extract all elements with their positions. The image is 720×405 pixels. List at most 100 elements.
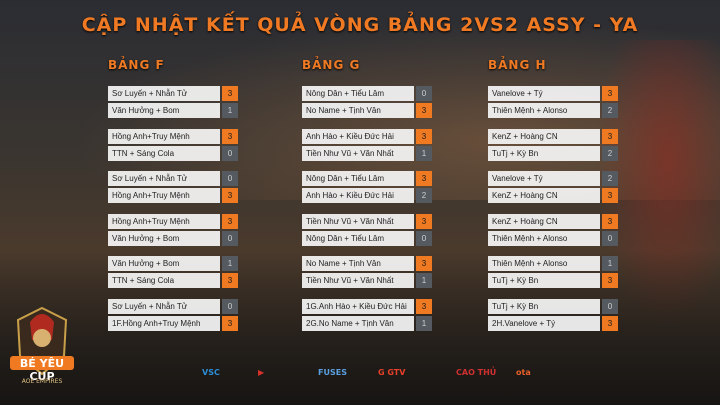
- team-score: 0: [222, 298, 238, 314]
- match-row: Hồng Anh+Truy Mệnh 3: [108, 128, 238, 144]
- match-card: Vanelove + Tý 3 Thiên Mệnh + Alonso 2: [488, 86, 618, 120]
- match-card: Sơ Luyến + Nhẫn Tử 0 1F.Hồng Anh+Truy Mệnh…: [108, 298, 238, 333]
- match-card: Hồng Anh+Truy Mệnh 3 Văn Hưởng + Bom 0: [108, 213, 238, 248]
- match-card: Anh Hào + Kiều Đức Hải 3 Tiền Như Vũ + Văn…: [302, 128, 432, 163]
- team-name: Anh Hào + Kiều Đức Hải: [302, 128, 414, 144]
- team-name: Thiên Mệnh + Alonso: [488, 256, 600, 271]
- match-row: TuTj + Kỳ Bn 0: [488, 298, 618, 314]
- match-row: Anh Hào + Kiều Đức Hải 3: [302, 128, 432, 144]
- team-name: TuTj + Kỳ Bn: [488, 273, 600, 288]
- team-name: Hồng Anh+Truy Mệnh: [108, 128, 220, 144]
- sponsor-logo: CAO THỦ: [456, 368, 497, 377]
- match-row: No Name + Tịnh Vân 3: [302, 103, 432, 118]
- team-score: 3: [222, 213, 238, 229]
- match-card: Sơ Luyến + Nhẫn Tử 0 Hồng Anh+Truy Mệnh 3: [108, 171, 238, 205]
- match-row: Nông Dân + Tiểu Lâm 0: [302, 230, 432, 246]
- team-name: Thiên Mệnh + Alonso: [488, 230, 600, 246]
- match-row: Thiên Mệnh + Alonso 2: [488, 103, 618, 118]
- logo-name: BÉ YÊU CUP: [19, 357, 65, 383]
- match-row: TTN + Sáng Cola 0: [108, 145, 238, 161]
- team-score: 0: [222, 171, 238, 186]
- team-name: Sơ Luyến + Nhẫn Tử: [108, 298, 220, 314]
- team-score: 3: [602, 128, 618, 144]
- team-name: Sơ Luyến + Nhẫn Tử: [108, 171, 220, 186]
- team-name: TTN + Sáng Cola: [108, 145, 220, 161]
- team-score: 0: [416, 230, 432, 246]
- match-row: 1F.Hồng Anh+Truy Mệnh 3: [108, 315, 238, 331]
- match-row: Thiên Mệnh + Alonso 0: [488, 230, 618, 246]
- team-name: 2G.No Name + Tịnh Vân: [302, 315, 414, 331]
- match-row: Văn Hưởng + Bom 1: [108, 103, 238, 118]
- match-card: Nông Dân + Tiểu Lâm 0 No Name + Tịnh Vân 3: [302, 86, 432, 120]
- match-row: Thiên Mệnh + Alonso 1: [488, 256, 618, 271]
- team-score: 1: [222, 103, 238, 118]
- team-score: 2: [602, 171, 618, 186]
- match-row: Sơ Luyến + Nhẫn Tử 0: [108, 171, 238, 186]
- team-name: Văn Hưởng + Bom: [108, 103, 220, 118]
- team-name: Hồng Anh+Truy Mệnh: [108, 213, 220, 229]
- match-row: Tiền Như Vũ + Văn Nhất 3: [302, 213, 432, 229]
- team-name: No Name + Tịnh Vân: [302, 103, 414, 118]
- team-score: 3: [222, 315, 238, 331]
- logo-subtitle: AOE EMPIRES: [21, 378, 63, 385]
- team-name: Tiền Như Vũ + Văn Nhất: [302, 213, 414, 229]
- match-row: No Name + Tịnh Vân 3: [302, 256, 432, 271]
- team-name: Vanelove + Tý: [488, 86, 600, 101]
- match-card: Nông Dân + Tiểu Lâm 3 Anh Hào + Kiều Đức H…: [302, 171, 432, 205]
- sponsor-logo: FUSES: [318, 368, 347, 377]
- team-score: 3: [416, 171, 432, 186]
- match-row: Văn Hưởng + Bom 1: [108, 256, 238, 271]
- team-name: Thiên Mệnh + Alonso: [488, 103, 600, 118]
- team-name: TTN + Sáng Cola: [108, 273, 220, 288]
- team-name: Anh Hào + Kiều Đức Hải: [302, 188, 414, 203]
- match-card: Tiền Như Vũ + Văn Nhất 3 Nông Dân + Tiểu L…: [302, 213, 432, 248]
- team-name: Nông Dân + Tiểu Lâm: [302, 86, 414, 101]
- match-row: 1G.Anh Hào + Kiều Đức Hải 3: [302, 298, 432, 314]
- match-row: Vanelove + Tý 2: [488, 171, 618, 186]
- team-score: 3: [222, 86, 238, 101]
- team-score: 0: [602, 298, 618, 314]
- team-score: 3: [602, 315, 618, 331]
- match-row: KenZ + Hoàng CN 3: [488, 213, 618, 229]
- match-card: Hồng Anh+Truy Mệnh 3 TTN + Sáng Cola 0: [108, 128, 238, 163]
- match-card: KenZ + Hoàng CN 3 TuTj + Kỳ Bn 2: [488, 128, 618, 163]
- team-name: KenZ + Hoàng CN: [488, 188, 600, 203]
- team-score: 1: [416, 145, 432, 161]
- team-score: 3: [602, 213, 618, 229]
- team-name: KenZ + Hoàng CN: [488, 128, 600, 144]
- team-name: 1G.Anh Hào + Kiều Đức Hải: [302, 298, 414, 314]
- match-row: Sơ Luyến + Nhẫn Tử 3: [108, 86, 238, 101]
- team-name: TuTj + Kỳ Bn: [488, 298, 600, 314]
- sponsor-logo: VSC: [202, 368, 220, 377]
- team-name: KenZ + Hoàng CN: [488, 213, 600, 229]
- match-row: Tiền Như Vũ + Văn Nhất 1: [302, 145, 432, 161]
- team-score: 2: [416, 188, 432, 203]
- team-score: 1: [416, 273, 432, 288]
- team-score: 0: [602, 230, 618, 246]
- match-card: 1G.Anh Hào + Kiều Đức Hải 3 2G.No Name + T…: [302, 298, 432, 333]
- match-card: Văn Hưởng + Bom 1 TTN + Sáng Cola 3: [108, 256, 238, 290]
- sponsor-logo: ▶: [258, 368, 265, 377]
- match-card: TuTj + Kỳ Bn 0 2H.Vanelove + Tý 3: [488, 298, 618, 333]
- team-score: 3: [602, 86, 618, 101]
- match-row: Hồng Anh+Truy Mệnh 3: [108, 213, 238, 229]
- team-name: Nông Dân + Tiểu Lâm: [302, 171, 414, 186]
- match-row: Vanelove + Tý 3: [488, 86, 618, 101]
- team-name: Tiền Như Vũ + Văn Nhất: [302, 145, 414, 161]
- sponsor-logo: ota: [516, 368, 531, 377]
- sponsor-bar: VSC ▶ FUSES G GTV CAO THỦ ota: [150, 368, 570, 392]
- team-score: 3: [416, 128, 432, 144]
- team-name: 2H.Vanelove + Tý: [488, 315, 600, 331]
- match-row: Hồng Anh+Truy Mệnh 3: [108, 188, 238, 203]
- team-score: 3: [602, 273, 618, 288]
- team-score: 0: [416, 86, 432, 101]
- team-name: Vanelove + Tý: [488, 171, 600, 186]
- team-name: TuTj + Kỳ Bn: [488, 145, 600, 161]
- team-score: 2: [602, 103, 618, 118]
- group-title: BẢNG H: [488, 58, 547, 72]
- match-card: Thiên Mệnh + Alonso 1 TuTj + Kỳ Bn 3: [488, 256, 618, 290]
- team-name: No Name + Tịnh Vân: [302, 256, 414, 271]
- team-name: 1F.Hồng Anh+Truy Mệnh: [108, 315, 220, 331]
- team-score: 3: [222, 128, 238, 144]
- match-row: KenZ + Hoàng CN 3: [488, 128, 618, 144]
